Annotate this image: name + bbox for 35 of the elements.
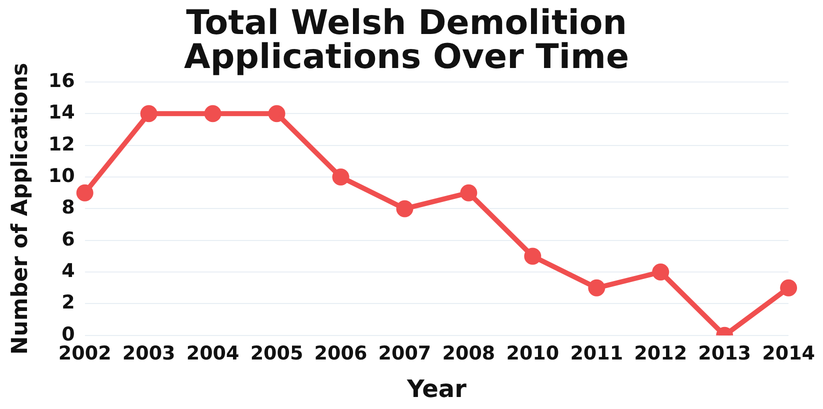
point xyxy=(140,105,158,122)
x-tick-label: 2004 xyxy=(186,342,240,365)
point xyxy=(524,248,542,265)
point xyxy=(460,184,478,202)
y-tick-label: 16 xyxy=(48,70,75,92)
x-tick-label: 2007 xyxy=(378,342,432,365)
point xyxy=(396,200,414,218)
point xyxy=(76,184,94,202)
y-tick-label: 14 xyxy=(48,102,75,124)
x-tick-label: 2014 xyxy=(762,342,816,365)
point xyxy=(268,105,286,122)
x-tick-label: 2005 xyxy=(250,342,304,365)
x-tick-label: 2012 xyxy=(634,342,688,365)
y-tick-label: 10 xyxy=(48,164,75,187)
point xyxy=(204,105,222,122)
x-axis-title: Year xyxy=(406,374,467,403)
y-tick-label: 8 xyxy=(62,196,75,219)
y-tick-label: 0 xyxy=(62,323,75,346)
x-tick-label: 2003 xyxy=(122,342,176,365)
point xyxy=(652,264,670,281)
x-tick-label: 2006 xyxy=(314,342,368,365)
y-axis-title: Number of Applications xyxy=(8,62,33,355)
y-tick-label: 6 xyxy=(62,228,75,250)
y-tick-label: 12 xyxy=(48,133,75,156)
x-tick-label: 2013 xyxy=(698,342,752,365)
point xyxy=(780,279,798,296)
y-tick-label: 4 xyxy=(62,260,75,282)
chart-title: Total Welsh Demolition Applications Over Time xyxy=(184,2,630,77)
x-tick-label: 2011 xyxy=(570,342,624,365)
point xyxy=(332,168,350,186)
x-tick-label: 2002 xyxy=(58,342,112,365)
x-tick-label: 2010 xyxy=(506,342,560,365)
x-tick-label: 2008 xyxy=(442,342,496,365)
y-tick-label: 2 xyxy=(62,292,75,314)
point xyxy=(588,279,606,296)
